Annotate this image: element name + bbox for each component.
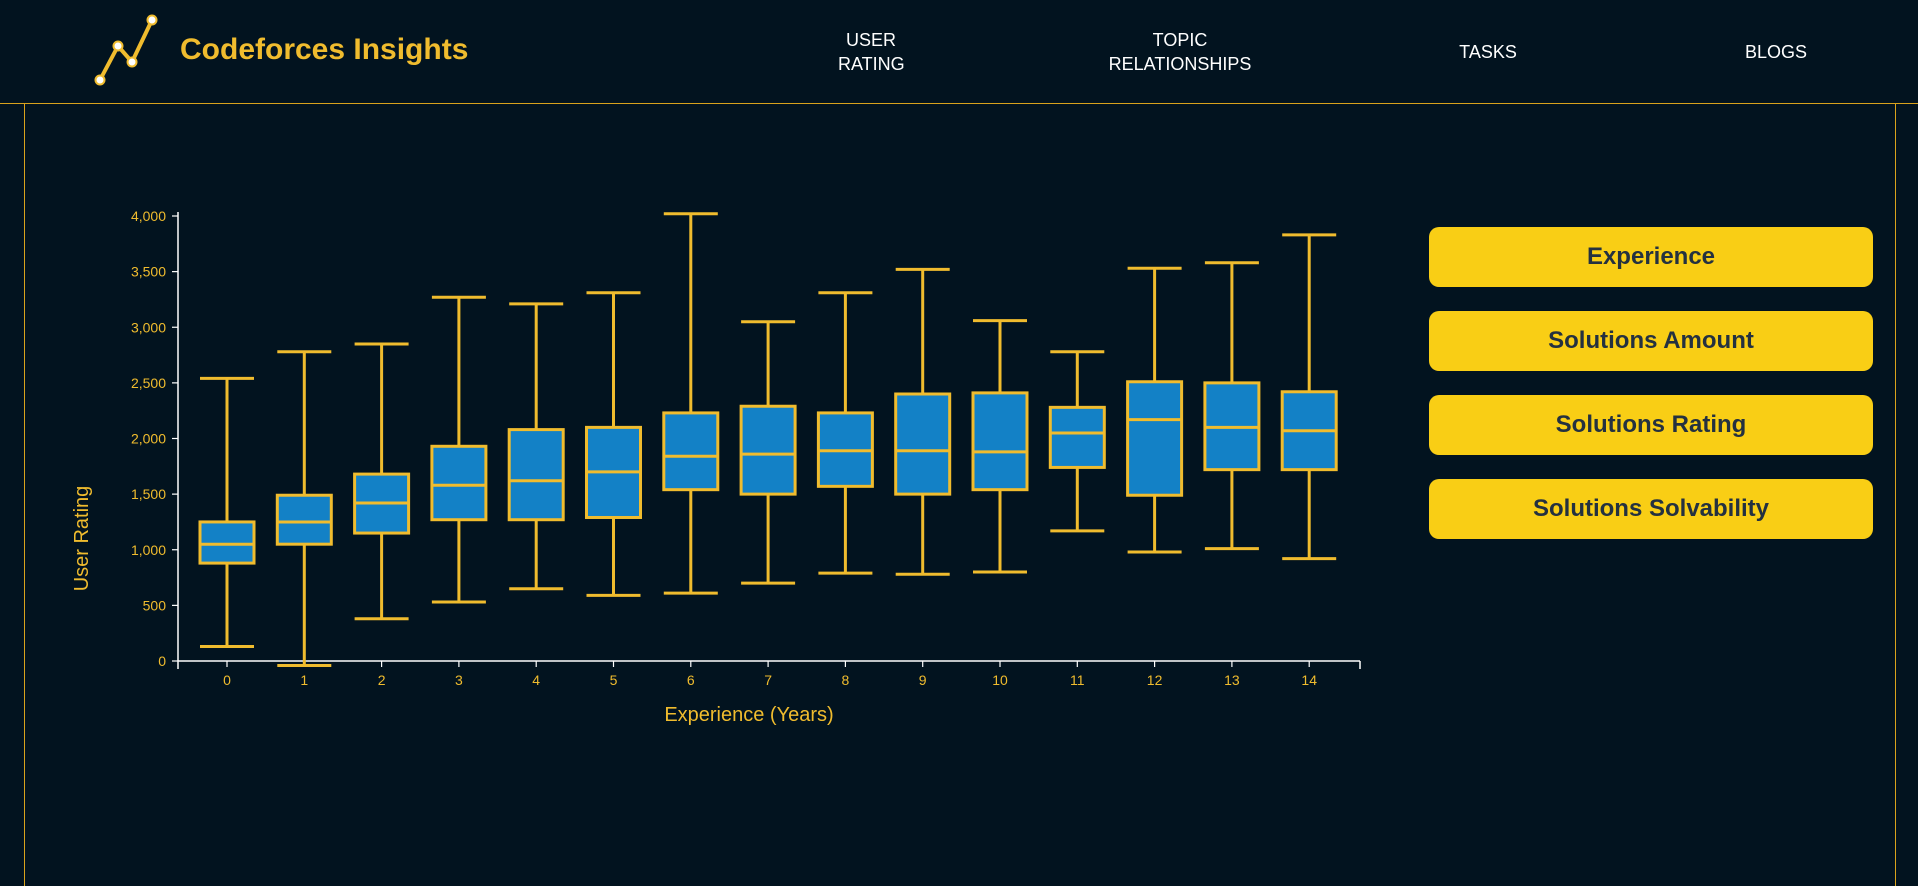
x-tick-label: 2 [378,672,386,688]
y-tick-label: 2,000 [131,431,166,447]
nav-tasks[interactable]: TASKS [1448,40,1528,64]
nav-blogs-label: BLOGS [1744,42,1808,62]
x-tick-label: 7 [764,672,772,688]
nav-topic-relationships-line2: RELATIONSHIPS [1108,54,1252,74]
box-iqr [971,391,1029,492]
solutions-rating-button[interactable]: Solutions Rating [1429,395,1873,455]
box-iqr [739,404,797,496]
x-tick-label: 4 [532,672,540,688]
y-tick-label: 3,000 [131,319,166,335]
nav-tasks-label: TASKS [1459,42,1517,62]
nav-topic-relationships-line1: TOPIC [1152,30,1208,50]
main-panel: 0 500 1,000 1,500 2,000 2,500 3,000 3,500 4,000 0… [24,104,1896,886]
nav-user-rating[interactable]: USER RATING [838,28,905,76]
logo-icon[interactable] [92,14,158,88]
boxplot-chart: 0 500 1,000 1,500 2,000 2,500 3,000 3,500 4,000 0… [71,208,1361,726]
box-iqr [1048,405,1106,469]
nav-topic-relationships[interactable]: TOPIC RELATIONSHIPS [1100,28,1260,76]
nav-user-rating-line2: RATING [838,54,905,74]
y-tick-label: 1,000 [131,542,166,558]
y-tick-label: 0 [158,653,166,669]
x-tick-label: 14 [1301,672,1317,688]
top-header: Codeforces Insights USER RATING TOPIC RE… [0,0,1918,104]
y-axis-title: User Rating [71,486,93,592]
x-tick-label: 12 [1147,672,1163,688]
x-tick-label: 0 [223,672,231,688]
x-tick-label: 10 [992,672,1008,688]
y-tick-label: 2,500 [131,375,166,391]
box-iqr [275,493,333,546]
y-tick-label: 500 [143,597,167,613]
nav-blogs[interactable]: BLOGS [1736,40,1816,64]
nav-user-rating-line1: USER [845,30,896,50]
x-tick-label: 8 [842,672,850,688]
box-iqr [430,444,488,522]
x-tick-label: 3 [455,672,463,688]
box-iqr [507,428,565,522]
x-axis-title: Experience (Years) [664,704,833,726]
y-tick-label: 1,500 [131,486,166,502]
brand-title[interactable]: Codeforces Insights [180,33,469,66]
box-iqr [894,392,952,496]
experience-button[interactable]: Experience [1429,227,1873,287]
solutions-solvability-button[interactable]: Solutions Solvability [1429,479,1873,539]
x-tick-label: 9 [919,672,927,688]
x-tick-label: 6 [687,672,695,688]
x-tick-label: 11 [1070,672,1085,688]
solutions-amount-button[interactable]: Solutions Amount [1429,311,1873,371]
box-iqr [198,520,256,565]
x-tick-label: 1 [300,672,308,688]
box-iqr [662,411,720,492]
y-tick-label: 4,000 [131,208,166,224]
x-tick-label: 5 [610,672,618,688]
x-tick-label: 13 [1224,672,1240,688]
y-tick-label: 3,500 [131,264,166,280]
box-iqr [1126,380,1184,497]
